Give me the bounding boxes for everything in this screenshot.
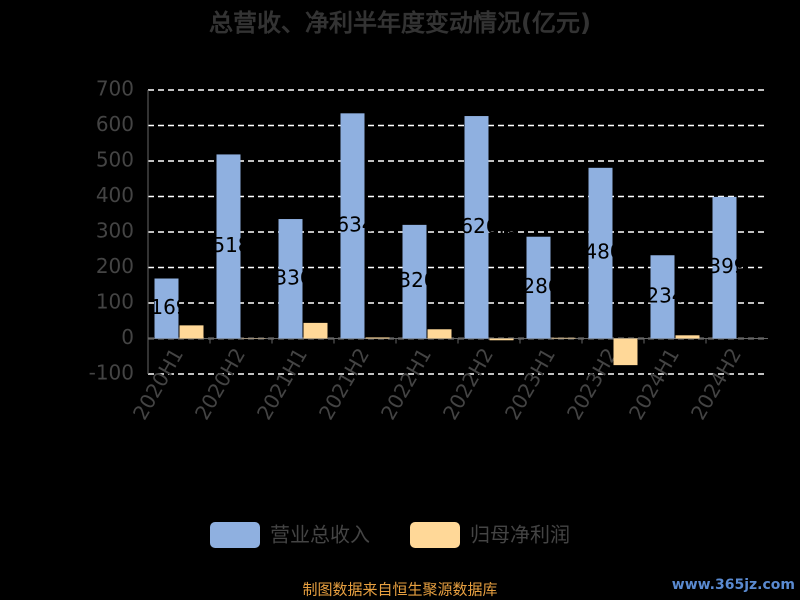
data-label: 320.1 bbox=[398, 268, 455, 292]
y-tick-label: 700 bbox=[96, 77, 134, 101]
bar bbox=[402, 224, 427, 339]
data-label: 234.5 bbox=[646, 283, 703, 307]
bar bbox=[427, 329, 452, 339]
y-tick-label: 500 bbox=[96, 148, 134, 172]
bar bbox=[303, 322, 328, 339]
x-tick-label: 2023H2 bbox=[562, 344, 622, 424]
data-label: 626.6 bbox=[460, 214, 517, 238]
chart-title: 总营收、净利半年度变动情况(亿元) bbox=[209, 9, 591, 37]
data-label: 286.7 bbox=[522, 274, 579, 298]
bar bbox=[650, 255, 675, 339]
x-tick-label: 2021H1 bbox=[252, 344, 312, 424]
x-tick-label: 2023H1 bbox=[500, 344, 560, 424]
y-tick-label: -100 bbox=[89, 361, 134, 385]
y-tick-label: 400 bbox=[96, 183, 134, 207]
bar bbox=[278, 219, 303, 339]
data-label: 169.0 bbox=[150, 295, 207, 319]
x-tick-label: 2022H1 bbox=[376, 344, 436, 424]
data-label: 336.5 bbox=[274, 265, 331, 289]
bar bbox=[675, 335, 700, 339]
bar bbox=[613, 338, 638, 366]
bar bbox=[712, 196, 737, 339]
watermark: www.365jz.com bbox=[672, 577, 795, 593]
y-tick-label: 200 bbox=[96, 254, 134, 278]
bar bbox=[526, 236, 551, 339]
y-tick-label: 600 bbox=[96, 112, 134, 136]
y-tick-label: 0 bbox=[121, 325, 134, 349]
x-tick-label: 2020H2 bbox=[190, 344, 250, 424]
y-tick-label: 300 bbox=[96, 219, 134, 243]
bar bbox=[551, 337, 576, 339]
legend-swatch bbox=[210, 522, 260, 548]
x-tick-label: 2020H1 bbox=[128, 344, 188, 424]
legend-label: 归母净利润 bbox=[470, 523, 570, 547]
legend-swatch bbox=[410, 522, 460, 548]
bar bbox=[154, 278, 179, 339]
bar bbox=[588, 167, 613, 339]
legend-label: 营业总收入 bbox=[270, 523, 370, 547]
bar bbox=[489, 338, 514, 341]
data-label: 399.0 bbox=[708, 254, 765, 278]
bar bbox=[340, 113, 365, 339]
x-tick-label: 2024H2 bbox=[686, 344, 746, 424]
x-tick-label: 2022H2 bbox=[438, 344, 498, 424]
bar bbox=[365, 337, 390, 339]
y-tick-label: 100 bbox=[96, 290, 134, 314]
x-tick-label: 2021H2 bbox=[314, 344, 374, 424]
bar bbox=[464, 116, 489, 339]
data-label: 518.5 bbox=[212, 233, 269, 257]
data-label: 634.3 bbox=[336, 212, 393, 236]
bar bbox=[179, 325, 204, 339]
data-label: 480.8 bbox=[584, 240, 641, 264]
source-note: 制图数据来自恒生聚源数据库 bbox=[302, 581, 497, 599]
bar bbox=[216, 154, 241, 339]
